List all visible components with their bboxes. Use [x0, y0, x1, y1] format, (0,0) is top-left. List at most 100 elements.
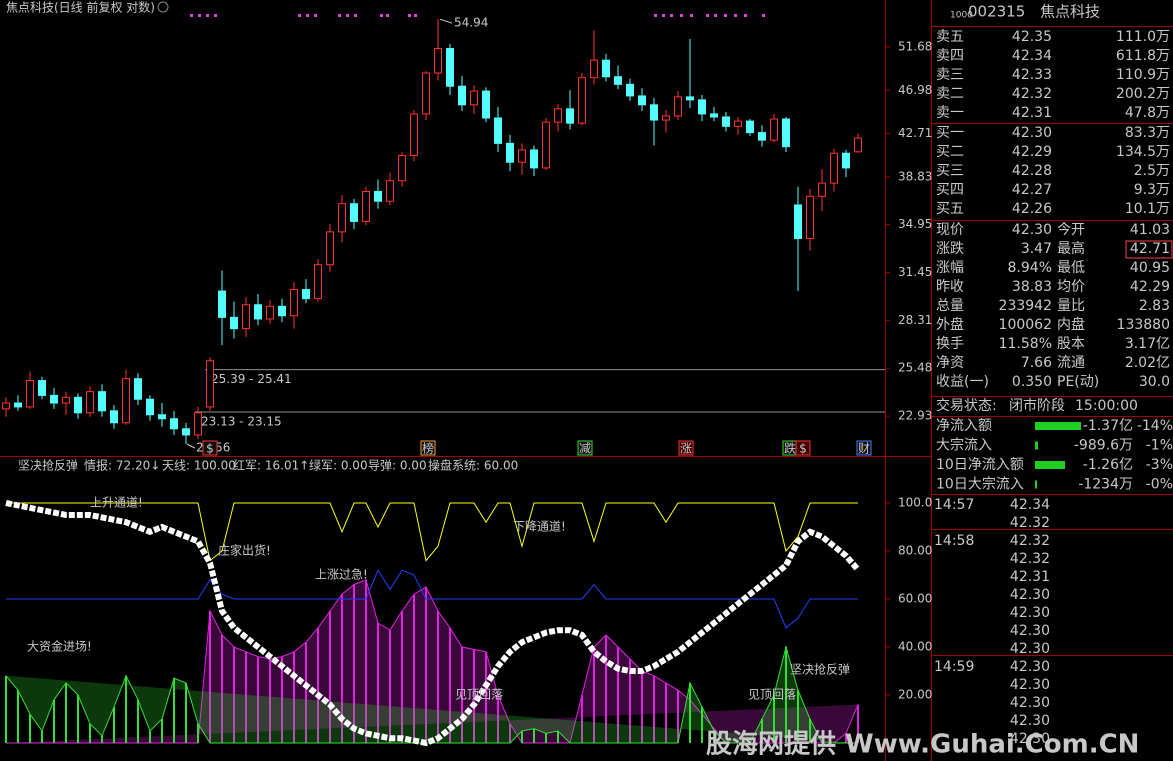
- event-box: [577, 440, 593, 456]
- event-marker: $: [206, 442, 214, 456]
- price-level-label: 25.39 - 25.41: [211, 372, 292, 386]
- candle-body: [554, 108, 562, 123]
- signal-dot: [662, 14, 665, 17]
- candle-body: [362, 190, 370, 222]
- y-tick-label: 20.00: [898, 688, 932, 702]
- order-label: 卖四: [936, 48, 964, 64]
- tick-price: 42.30: [1010, 605, 1050, 621]
- signal-dot: [414, 14, 417, 17]
- event-marker: 榜: [422, 441, 434, 456]
- order-label: 买一: [936, 125, 964, 141]
- signal-dot: [206, 14, 209, 17]
- flow-value: -1.26亿: [1083, 457, 1133, 473]
- stock-name: 焦点科技: [1040, 3, 1100, 21]
- signal-dot: [354, 14, 357, 17]
- flow-bar: [1035, 480, 1037, 489]
- quote-value: 3.17亿: [1125, 336, 1170, 352]
- quote-label: 均价: [1057, 279, 1085, 295]
- quote-label: 外盘: [936, 316, 964, 333]
- event-box: [678, 440, 694, 456]
- order-label: 买四: [936, 182, 964, 198]
- tick-price: 42.30: [1010, 659, 1050, 675]
- tick-price: 42.30: [1010, 677, 1050, 693]
- status-label: 交易状态:: [936, 397, 997, 414]
- signal-dot: [198, 14, 201, 17]
- tick-price: 42.30: [1010, 695, 1050, 711]
- candle-body: [758, 132, 766, 141]
- stock-code: 002315: [968, 3, 1025, 21]
- candle-body: [38, 380, 46, 396]
- indicator-line: [6, 502, 858, 562]
- candle-body: [158, 414, 166, 420]
- tick-price: 42.30: [1010, 713, 1050, 729]
- quote-label: 净资: [936, 355, 964, 371]
- order-price: 42.31: [1012, 105, 1052, 121]
- signal-dot: [380, 14, 383, 17]
- candle-body: [590, 59, 598, 79]
- order-volume: 2.5万: [1134, 163, 1170, 179]
- quote-label: 涨幅: [936, 260, 964, 276]
- signal-dot: [654, 14, 657, 17]
- quote-label: 换手: [936, 335, 964, 352]
- candle-body: [314, 264, 322, 300]
- signal-dot: [744, 14, 747, 17]
- candle-body: [278, 305, 286, 317]
- quote-value: 0.350: [1012, 374, 1052, 390]
- status-value: 闭市阶段: [1009, 397, 1065, 414]
- indicator-line: [5, 500, 861, 747]
- candle-body: [182, 428, 190, 436]
- signal-dot: [762, 14, 765, 17]
- candle-body: [374, 190, 382, 202]
- candle-body: [290, 289, 298, 317]
- candle-body: [614, 76, 622, 85]
- order-volume: 9.3万: [1134, 182, 1170, 198]
- candle-body: [398, 154, 406, 182]
- candle-body: [446, 48, 454, 87]
- candle-body: [638, 95, 646, 106]
- candle-body: [542, 121, 550, 169]
- signal-annotation: 见顶回落: [748, 688, 796, 702]
- candle-body: [62, 396, 70, 404]
- event-marker: 减: [579, 442, 591, 456]
- tick-price: 42.30: [1010, 623, 1050, 639]
- y-tick-label: 80.00: [898, 544, 932, 558]
- signal-dot: [706, 14, 709, 17]
- candle-body: [458, 85, 466, 106]
- candle-body: [506, 142, 514, 163]
- candle-body: [86, 391, 94, 414]
- signal-annotation: 大资金进场!: [27, 639, 92, 654]
- order-label: 卖三: [936, 67, 964, 83]
- quote-label: 收益(一): [936, 374, 989, 390]
- quote-value: 11.58%: [999, 336, 1052, 352]
- quote-value: 233942: [999, 298, 1052, 314]
- signal-dot: [714, 14, 717, 17]
- signal-dot: [734, 14, 737, 17]
- title-icon[interactable]: [157, 1, 169, 13]
- quote-value: 42.30: [1012, 222, 1052, 238]
- tick-price: 42.32: [1010, 533, 1050, 549]
- candle-body: [578, 77, 586, 124]
- candle-body: [674, 96, 682, 117]
- candle-body: [818, 182, 826, 197]
- peak-pointer: [439, 18, 453, 24]
- quote-label: 流通: [1057, 355, 1085, 371]
- order-label: 买三: [936, 163, 964, 179]
- flow-label: 净流入额: [936, 418, 992, 434]
- order-volume: 83.3万: [1125, 125, 1170, 141]
- flow-label: 10日净流入额: [936, 457, 1024, 473]
- quote-value: 133880: [1117, 317, 1170, 333]
- candle-body: [782, 118, 790, 148]
- order-price: 42.32: [1012, 86, 1052, 102]
- quote-value: 8.94%: [1008, 260, 1052, 276]
- tick-price: 42.30: [1010, 731, 1050, 747]
- y-tick-label: 31.45: [898, 265, 932, 279]
- tick-price: 42.30: [1010, 641, 1050, 657]
- quote-label: PE(动): [1057, 374, 1099, 390]
- candle-body: [422, 72, 430, 115]
- event-marker: 财: [858, 442, 870, 456]
- candle-body: [386, 180, 394, 202]
- order-price: 42.35: [1012, 29, 1052, 45]
- quote-value: 2.02亿: [1125, 355, 1170, 371]
- candle-body: [842, 152, 850, 169]
- order-label: 卖一: [936, 105, 964, 121]
